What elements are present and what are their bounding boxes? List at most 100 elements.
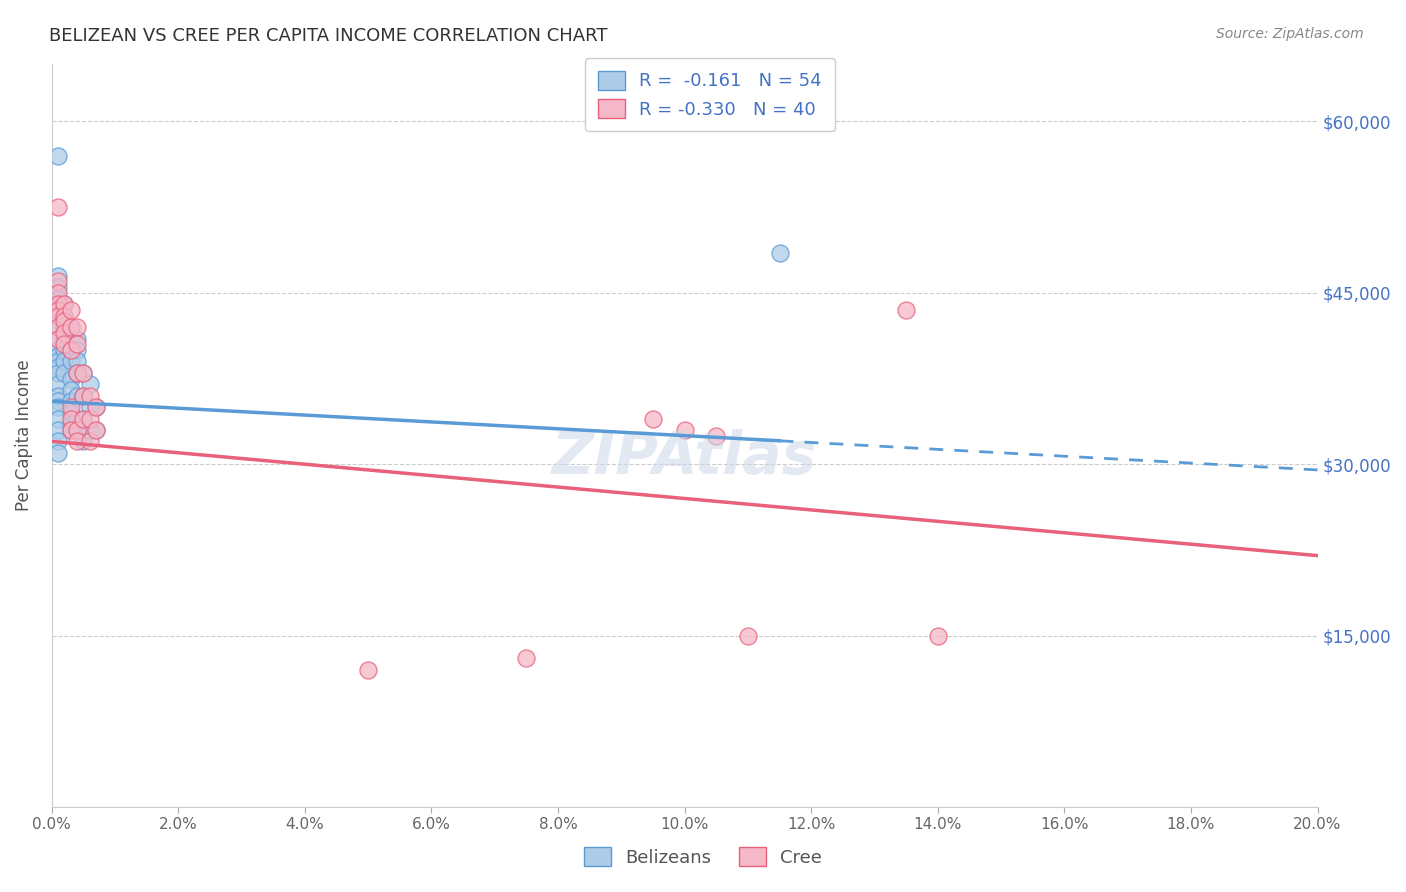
Point [72, 366, 94, 380]
Point [66, 337, 89, 351]
Point [53, 354, 76, 368]
Point [46, 332, 69, 346]
Point [79, 411, 101, 425]
Point [72, 366, 94, 380]
Point [46, 411, 69, 425]
Point [72, 434, 94, 449]
Point [84, 400, 107, 414]
Point [515, 651, 537, 665]
Point [46, 366, 69, 380]
Point [46, 400, 69, 414]
Point [59, 320, 82, 334]
Point [53, 332, 76, 346]
Point [59, 371, 82, 385]
Point [737, 629, 759, 643]
Point [46, 309, 69, 323]
Point [59, 343, 82, 357]
Point [84, 423, 107, 437]
Point [59, 302, 82, 317]
Point [66, 389, 89, 403]
Point [46, 297, 69, 311]
Legend: Belizeans, Cree: Belizeans, Cree [576, 840, 830, 874]
Point [66, 366, 89, 380]
Point [59, 394, 82, 409]
Point [59, 423, 82, 437]
Point [46, 200, 69, 214]
Point [66, 366, 89, 380]
Point [46, 285, 69, 300]
Text: BELIZEAN VS CREE PER CAPITA INCOME CORRELATION CHART: BELIZEAN VS CREE PER CAPITA INCOME CORRE… [49, 27, 607, 45]
Point [53, 314, 76, 328]
Point [46, 394, 69, 409]
Point [66, 411, 89, 425]
Point [72, 389, 94, 403]
Point [46, 292, 69, 306]
Point [46, 354, 69, 368]
Point [641, 411, 664, 425]
Point [59, 354, 82, 368]
Point [46, 423, 69, 437]
Point [927, 629, 949, 643]
Point [66, 434, 89, 449]
Point [768, 245, 790, 260]
Point [46, 274, 69, 288]
Point [46, 320, 69, 334]
Point [79, 400, 101, 414]
Point [46, 349, 69, 363]
Point [53, 309, 76, 323]
Point [84, 400, 107, 414]
Point [46, 360, 69, 375]
Point [46, 280, 69, 294]
Point [46, 332, 69, 346]
Point [59, 383, 82, 397]
Legend: R =  -0.161   N = 54, R = -0.330   N = 40: R = -0.161 N = 54, R = -0.330 N = 40 [585, 59, 835, 131]
Point [46, 302, 69, 317]
Point [72, 411, 94, 425]
Point [59, 320, 82, 334]
Point [66, 423, 89, 437]
Point [79, 377, 101, 392]
Point [357, 663, 380, 677]
Y-axis label: Per Capita Income: Per Capita Income [15, 359, 32, 511]
Point [46, 446, 69, 460]
Point [53, 309, 76, 323]
Point [72, 389, 94, 403]
Point [46, 343, 69, 357]
Point [59, 400, 82, 414]
Point [59, 343, 82, 357]
Point [59, 332, 82, 346]
Point [673, 423, 696, 437]
Point [53, 326, 76, 340]
Point [46, 389, 69, 403]
Point [79, 434, 101, 449]
Point [66, 332, 89, 346]
Point [59, 406, 82, 420]
Point [46, 434, 69, 449]
Text: Source: ZipAtlas.com: Source: ZipAtlas.com [1216, 27, 1364, 41]
Text: ZIPAtlas: ZIPAtlas [553, 429, 817, 486]
Point [46, 320, 69, 334]
Point [53, 337, 76, 351]
Point [79, 389, 101, 403]
Point [46, 149, 69, 163]
Point [79, 423, 101, 437]
Point [66, 354, 89, 368]
Point [46, 268, 69, 283]
Point [59, 411, 82, 425]
Point [72, 411, 94, 425]
Point [46, 302, 69, 317]
Point [84, 423, 107, 437]
Point [53, 343, 76, 357]
Point [53, 297, 76, 311]
Point [46, 377, 69, 392]
Point [894, 302, 917, 317]
Point [66, 320, 89, 334]
Point [53, 320, 76, 334]
Point [704, 428, 727, 442]
Point [59, 423, 82, 437]
Point [59, 417, 82, 432]
Point [53, 297, 76, 311]
Point [66, 343, 89, 357]
Point [46, 309, 69, 323]
Point [53, 366, 76, 380]
